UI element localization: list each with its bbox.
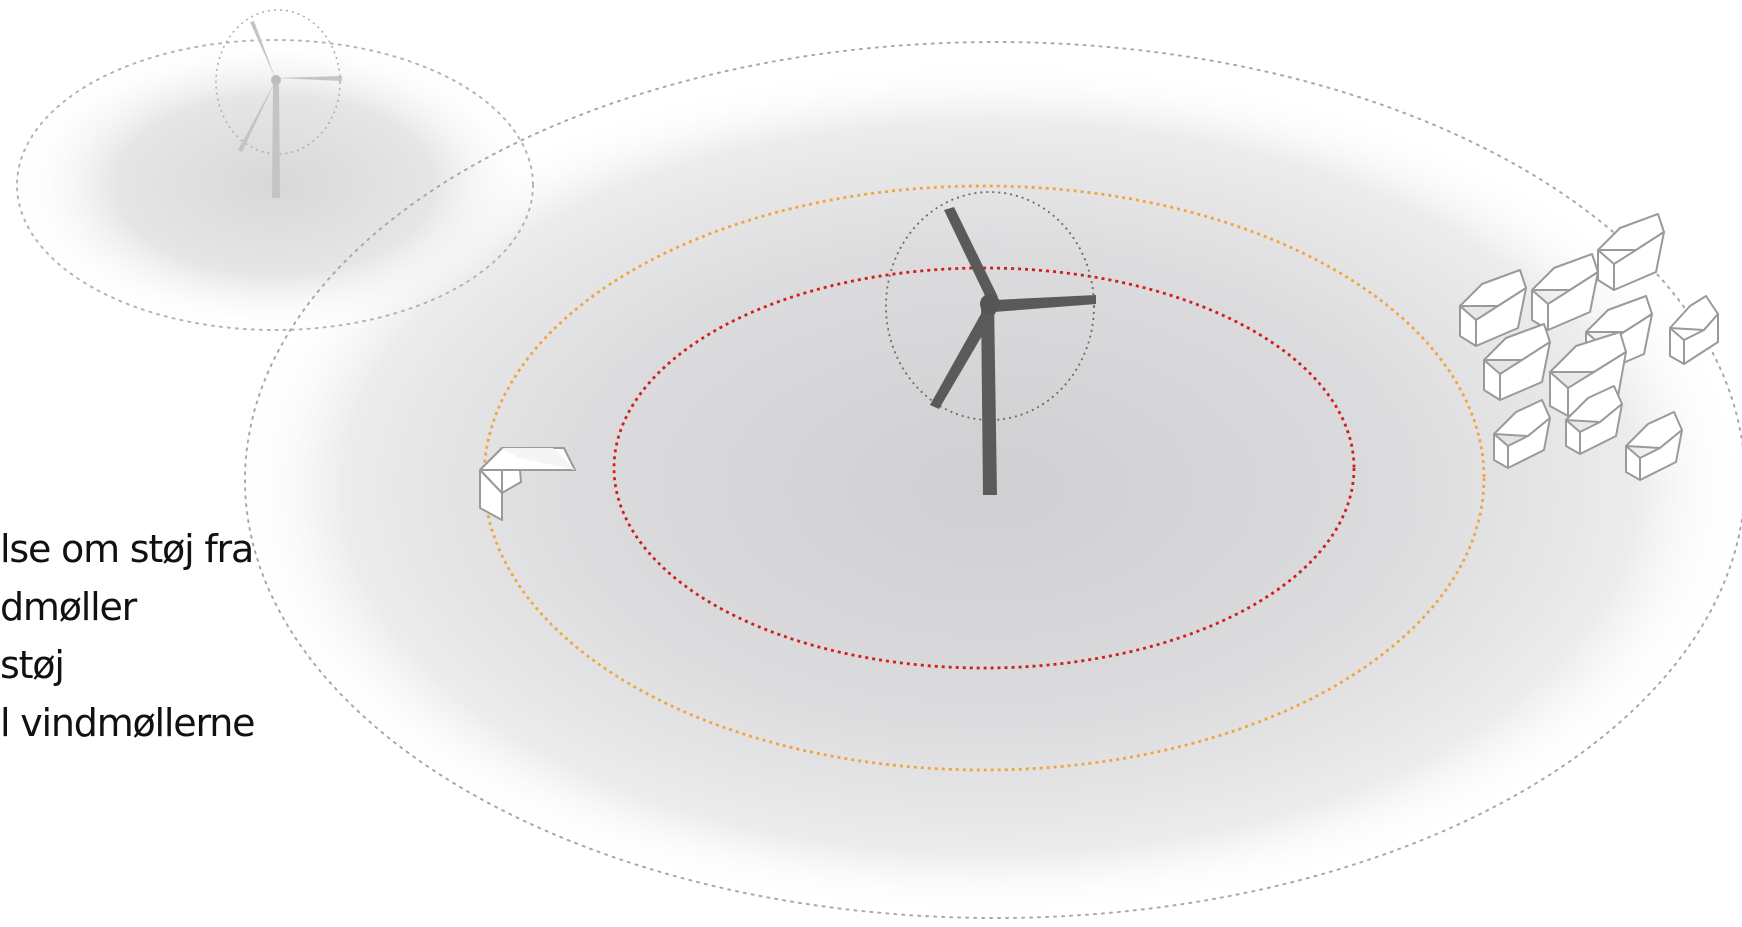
caption-line-1: lse om støj fra: [0, 527, 254, 571]
red-noise-ring: [612, 266, 1356, 670]
caption-text: lse om støj fra dmøller støj l vindmølle…: [0, 520, 255, 752]
village-houses: [1459, 213, 1719, 481]
house-icon: [1597, 213, 1665, 291]
house-icon: [479, 447, 576, 521]
faded-wind-turbine-icon: [215, 9, 342, 198]
house-icon: [1669, 295, 1719, 365]
house-icon: [1625, 411, 1683, 481]
house-icon: [1565, 385, 1623, 455]
house-icon: [1531, 253, 1599, 331]
house-icon: [1459, 269, 1527, 347]
house-icon: [1549, 331, 1627, 417]
house-icon: [1493, 399, 1551, 469]
orange-noise-ring: [482, 184, 1486, 772]
caption-line-2: dmøller: [0, 585, 137, 629]
outer-zone-ring: [244, 41, 1742, 919]
wind-turbine-icon: [885, 191, 1096, 495]
caption-line-3: støj: [0, 643, 65, 687]
caption-line-4: l vindmøllerne: [0, 701, 255, 745]
secondary-turbine-zone-ring: [16, 39, 534, 331]
house-icon: [1483, 323, 1551, 401]
